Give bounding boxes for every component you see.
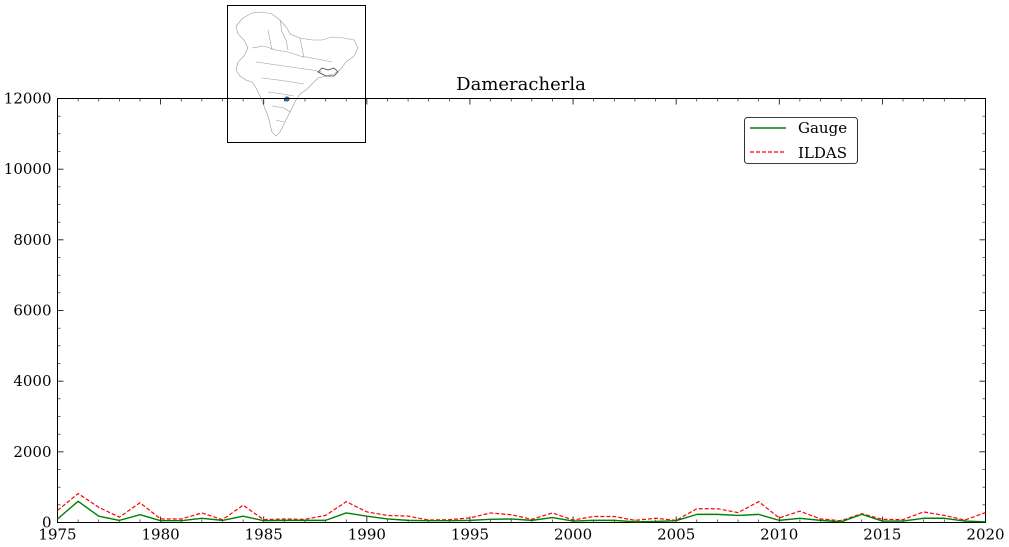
india-location-map-icon <box>235 11 359 137</box>
y-tick-label: 10000 <box>4 160 52 178</box>
x-tick-label: 2020 <box>966 526 1004 544</box>
x-tick-label: 1995 <box>451 526 489 544</box>
y-axis-ticks: 0 2000 4000 6000 8000 10000 12000 <box>4 90 986 532</box>
y-tick-label: 6000 <box>13 302 51 320</box>
series-line-gauge <box>57 500 986 523</box>
y-tick-label: 2000 <box>13 443 51 461</box>
y-tick-label: 0 <box>42 514 52 532</box>
legend-label-gauge: Gauge <box>798 119 847 137</box>
x-tick-label: 1975 <box>38 526 76 544</box>
y-tick-label: 4000 <box>13 372 51 390</box>
x-tick-label: 2000 <box>554 526 592 544</box>
legend-box <box>744 117 858 164</box>
inset-location-map <box>227 5 366 143</box>
inset-map-frame <box>227 5 366 143</box>
x-tick-label: 1990 <box>348 526 386 544</box>
y-tick-label: 8000 <box>13 231 51 249</box>
series-layer <box>57 492 986 523</box>
x-tick-label: 2010 <box>760 526 798 544</box>
legend-label-ildas: ILDAS <box>798 144 847 162</box>
y-tick-label: 12000 <box>4 90 52 108</box>
x-tick-label: 1980 <box>142 526 180 544</box>
legend: Gauge ILDAS <box>744 117 858 164</box>
northeast-region-detail <box>317 67 339 77</box>
x-tick-label: 1985 <box>245 526 283 544</box>
x-tick-label: 2005 <box>657 526 695 544</box>
chart-title: Dameracherla <box>456 74 586 95</box>
x-axis-ticks: 1975 1980 1985 1990 1995 2000 2005 2010 2015 2020 <box>38 98 1005 544</box>
series-line-ildas <box>57 492 986 522</box>
x-tick-label: 2015 <box>863 526 901 544</box>
